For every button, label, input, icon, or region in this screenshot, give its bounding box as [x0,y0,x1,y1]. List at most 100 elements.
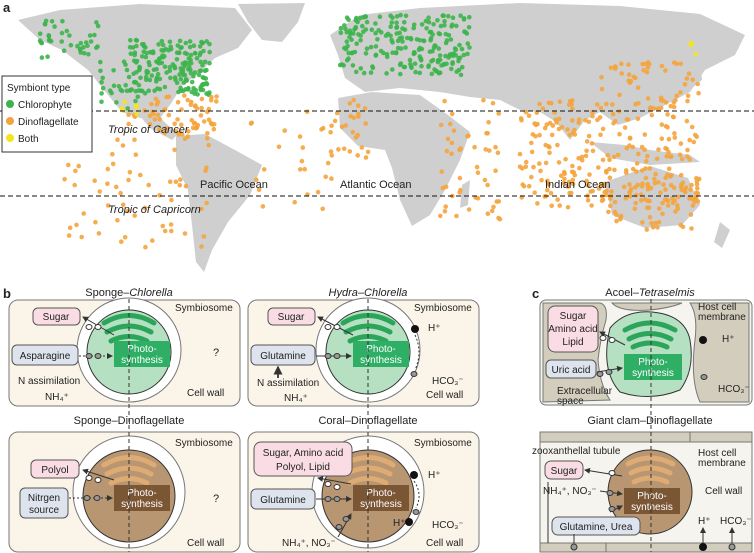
chlorophyte-point [143,74,149,80]
chlorophyte-point [132,79,138,85]
dinoflagellate-point [604,170,609,175]
legend-title: Symbiont type [7,83,71,94]
dinoflagellate-point [76,163,81,169]
dinoflagellate-point [189,99,194,105]
both-point [119,106,124,111]
svg-text:Photo-: Photo- [127,488,156,499]
chlorophyte-point [384,71,389,76]
dinoflagellate-point [542,125,548,131]
dinoflagellate-point [115,218,120,223]
dinoflagellate-point [155,112,161,118]
dinoflagellate-point [668,154,673,160]
dinoflagellate-point [562,176,567,182]
dinoflagellate-point [302,166,308,172]
dinoflagellate-point [627,182,632,187]
dinoflagellate-point [496,111,502,116]
dinoflagellate-point [138,172,143,178]
dinoflagellate-point [590,113,595,119]
dinoflagellate-point [695,186,700,191]
chlorophyte-point [350,63,356,68]
chlorophyte-point [178,85,183,91]
svg-text:Polyol, Lipid: Polyol, Lipid [276,462,330,473]
dinoflagellate-point [329,176,334,181]
nitrogen-label: NH₄⁺, NO₃⁻ [282,538,336,549]
svg-text:Photo-: Photo- [366,344,395,355]
chlorophyte-point [147,62,152,68]
cell-wall-label: Cell wall [426,538,463,549]
dinoflagellate-point [561,180,566,186]
chlorophyte-point [159,48,164,53]
dinoflagellate-point [363,121,369,126]
pacific-ocean-label: Pacific Ocean [200,179,268,191]
dinoflagellate-point [122,235,128,240]
dinoflagellate-point [201,234,207,239]
hco3-label: HCO₃⁻ [432,520,464,531]
chlorophyte-point [419,22,425,27]
dinoflagellate-point [325,160,331,166]
dinoflagellate-point [356,111,361,117]
nitrogen-source-box [19,487,69,519]
chlorophyte-point [94,20,99,25]
cell-wall-label: Cell wall [187,388,224,399]
chlorophyte-point [187,39,193,44]
dinoflagellate-point [627,194,633,199]
dinoflagellate-point [605,153,610,158]
dinoflagellate-point [658,98,664,103]
panel-acoel-tetraselmis: Photo- synthesis Sugar Amino acid Lipid … [539,299,753,407]
chlorophyte-point [427,49,433,54]
chlorophyte-point [419,63,424,69]
chlorophyte-point [346,17,351,23]
thylakoids [622,320,678,350]
dinoflagellate-point [146,182,151,188]
proton-pump [699,543,707,551]
chlorophyte-point [458,13,463,18]
chlorophyte-point [435,18,440,23]
dinoflagellate-point [689,182,694,188]
chlorophyte-point [429,71,435,77]
dinoflagellate-point [198,113,204,118]
dinoflagellate-point [656,180,661,185]
chlorophyte-point [459,46,465,52]
dinoflagellate-point [685,98,690,104]
chlorophyte-point [147,50,153,55]
glutamine-box [250,488,316,510]
chlorophyte-point [99,99,104,105]
chlorophyte-point [199,82,205,88]
chlorophyte-point [116,84,122,89]
chlorophyte-point [370,65,376,71]
dinoflagellate-point [523,109,529,115]
dinoflagellate-point [689,226,694,231]
dinoflagellate-point [587,172,592,177]
dinoflagellate-point [613,119,618,124]
dinoflagellate-point [671,185,677,191]
chlorophyte-point [394,25,399,31]
panel-label-b: b [3,286,11,301]
indonesia [590,142,700,165]
chlorophyte-point [125,106,130,111]
dinoflagellate-point [612,167,617,173]
host-membrane-label-2: membrane [698,458,746,469]
dinoflagellate-point [204,200,209,206]
dinoflagellate-point [157,193,162,198]
chlorophyte-point [203,76,209,81]
dinoflagellate-point [189,117,194,123]
dinoflagellate-point [565,205,571,210]
uric-acid-box [545,359,597,379]
dinoflagellate-point [493,168,498,173]
svg-text:Glutamine, Urea: Glutamine, Urea [560,522,633,533]
dinoflagellate-point [447,121,453,127]
dinoflagellate-point [126,177,131,183]
dinoflagellate-point [167,179,173,184]
dinoflagellate-point [67,225,73,231]
chlorophyte-point [202,59,208,65]
dinoflagellate-point [571,170,576,175]
dinoflagellate-point [596,165,601,170]
dinoflagellate-point [607,175,613,181]
chlorophyte-point [188,70,194,76]
chlorophyte-point [344,58,350,63]
dinoflagellate-point [648,105,653,110]
chlorophyte-point [197,44,203,49]
chlorophyte-point [401,64,407,70]
dinoflagellate-point [172,147,177,153]
